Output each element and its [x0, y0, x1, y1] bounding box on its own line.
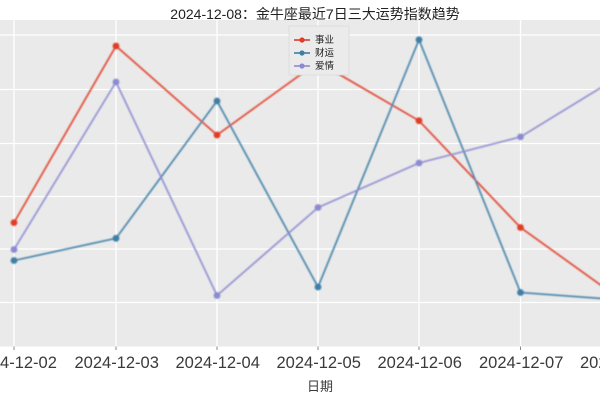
svg-text:爱情: 爱情: [315, 60, 335, 72]
svg-text:事业: 事业: [315, 34, 334, 46]
svg-text:财运: 财运: [315, 47, 335, 59]
